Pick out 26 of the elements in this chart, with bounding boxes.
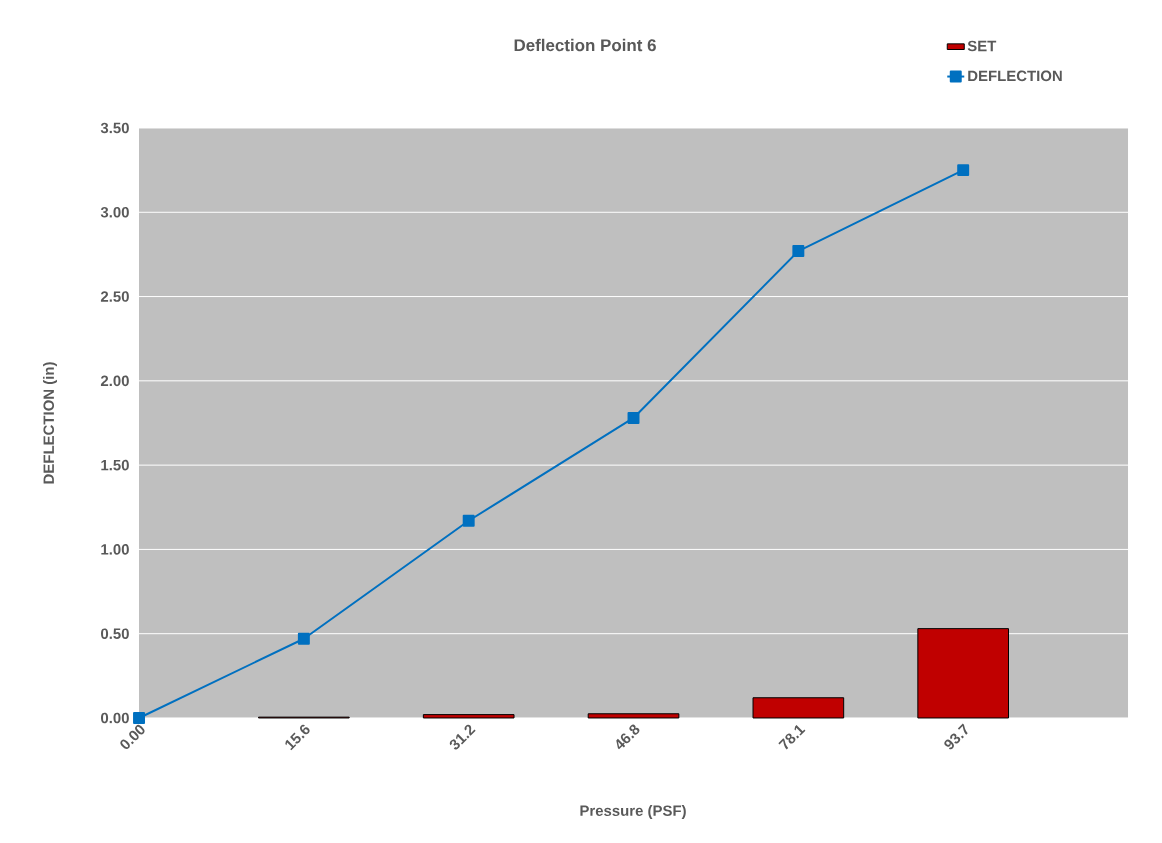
point	[627, 411, 640, 424]
x-tick-label: 46.8	[616, 724, 640, 750]
x-axis-title: Pressure (PSF)	[580, 805, 686, 819]
x-tick-label: 0.00	[120, 724, 145, 750]
y-tick-label: 2.00	[100, 375, 129, 387]
bar	[422, 714, 515, 719]
point	[462, 514, 475, 527]
y-tick-label: 0.50	[101, 628, 129, 639]
y-axis-title: DEFLECTION (in)	[43, 362, 57, 484]
bar	[752, 697, 845, 719]
chart-title: Deflection Point 6	[514, 38, 656, 52]
bar	[917, 628, 1010, 719]
y-tick-label: 1.50	[101, 459, 129, 471]
y-tick-label: 2.50	[100, 291, 129, 302]
y-tick-label: 0.00	[101, 712, 129, 724]
y-tick-label: 1.00	[101, 544, 129, 555]
y-tick-label: 3.00	[100, 206, 129, 218]
point	[792, 245, 805, 258]
point	[297, 632, 310, 645]
legend-label: SET	[967, 40, 997, 52]
point	[133, 712, 146, 724]
y-tick-label: 3.50	[100, 122, 129, 134]
legend-label: DEFLECTION	[968, 70, 1062, 82]
point	[957, 164, 970, 177]
x-tick-label: 78.1	[778, 725, 806, 750]
bar	[587, 713, 680, 719]
